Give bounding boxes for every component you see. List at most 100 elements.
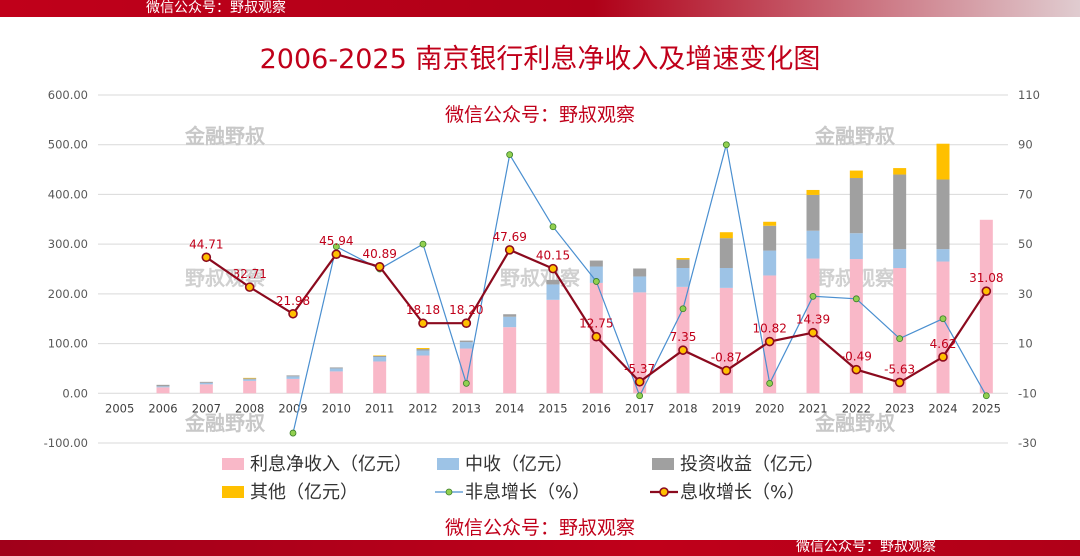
nii-growth-data-label: 4.62 [930,337,957,351]
bar-invest [633,268,647,277]
x-tick-label: 2010 [322,401,351,415]
bar-other [806,189,820,195]
bar-invest [546,279,560,285]
legend-swatch-marker [445,488,453,496]
bar-nii [373,361,387,394]
x-tick-label: 2017 [625,401,654,415]
y-left-tick-label: 300.00 [48,237,88,251]
nii-growth-point [894,377,905,388]
nonii-growth-point [722,141,730,149]
nii-growth-point [808,327,818,338]
y-left-tick-label: 200.00 [48,287,88,301]
x-tick-label: 2014 [495,401,524,415]
nii-growth-data-label: 45.94 [319,234,353,248]
nonii-growth-point [636,392,644,400]
x-tick-label: 2015 [538,401,567,415]
legend-swatch-marker [659,487,669,497]
bar-fee [589,266,603,283]
nii-growth-data-label: 18.20 [449,303,483,317]
x-tick-label: 2023 [885,401,914,415]
brand-watermark: 金融野叔 [814,124,896,148]
nii-growth-data-label: 10.82 [752,322,786,336]
x-tick-label: 2019 [712,401,741,415]
nii-growth-point [764,336,775,347]
bar-invest [286,375,300,377]
nonii-growth-point [852,295,860,303]
nii-growth-point [201,252,212,263]
bar-invest [329,367,343,369]
bar-fee [763,250,777,276]
x-tick-label: 2024 [928,401,957,415]
nii-growth-point [461,318,472,328]
x-tick-label: 2009 [278,401,307,415]
bar-invest [373,356,387,357]
x-tick-label: 2025 [972,401,1001,415]
bar-nii [633,292,647,394]
bar-fee [373,356,387,362]
legend-label: 其他（亿元） [250,482,358,503]
nii-growth-point [938,352,948,362]
bottom-banner: 微信公众号：野叔观察 [0,539,1080,556]
bar-nii [979,219,993,394]
nii-growth-point [678,345,688,355]
bar-invest [763,225,777,251]
x-tick-label: 2012 [408,401,437,415]
mid-watermark: 微信公众号：野叔观察 [445,104,635,126]
nonii-growth-point [506,151,514,159]
y-left-tick-label: -100.00 [44,436,88,450]
bar-fee [199,382,213,385]
bar-nii [503,327,517,394]
nii-growth-data-label: 21.98 [276,294,310,308]
x-tick-label: 2022 [842,401,871,415]
y-left-tick-label: 100.00 [48,337,88,351]
legend-swatch [222,458,244,470]
bar-nii [416,355,430,394]
top-watermark-text: 微信公众号：野叔观察 [146,0,286,16]
nii-growth-point [981,286,992,296]
bar-nii [243,380,257,394]
y-left-tick-label: 400.00 [48,187,88,201]
bar-other [373,355,387,357]
brand-watermark: 金融野叔 [184,124,266,148]
bar-fee [459,342,473,349]
nii-growth-data-label: 31.08 [969,271,1003,285]
nii-growth-point [504,245,515,255]
x-tick-label: 2011 [365,401,394,415]
bar-fee [243,379,257,381]
bar-fee [416,350,430,356]
nii-growth-point [851,364,862,375]
nii-growth-data-label: -5.37 [624,362,655,376]
bar-fee [936,249,950,262]
mid-watermark: 微信公众号：野叔观察 [445,517,635,539]
bar-fee [633,276,647,293]
brand-watermark: 金融野叔 [184,411,266,435]
chart-title: 2006-2025 南京银行利息净收入及增速变化图 [260,44,821,75]
legend-label: 投资收益（亿元） [680,454,824,475]
bar-nii [286,378,300,394]
bar-nii [676,286,690,394]
bar-invest [849,178,863,234]
bar-invest [156,384,170,387]
nonii-growth-point [809,292,817,300]
nii-growth-point [374,261,385,272]
bar-other [893,168,907,175]
bar-nii [546,299,560,394]
bar-invest [893,174,907,250]
bar-invest [676,259,690,269]
legend-swatch [652,458,674,470]
y-right-tick-label: 10 [1018,337,1033,351]
bar-fee [503,316,517,328]
nii-growth-data-label: -5.63 [884,362,915,376]
nonii-growth-point [766,379,774,387]
nii-growth-point [418,318,428,329]
nonii-growth-point [462,379,470,387]
bar-invest [719,238,733,269]
bar-fee [286,376,300,379]
x-tick-label: 2005 [105,401,134,415]
nonii-growth-point [289,429,297,437]
y-left-tick-label: 500.00 [48,138,88,152]
nii-growth-data-label: -0.87 [711,351,742,365]
nonii-growth-point [549,223,557,231]
y-right-tick-label: 50 [1018,237,1033,251]
bar-other [243,377,257,379]
